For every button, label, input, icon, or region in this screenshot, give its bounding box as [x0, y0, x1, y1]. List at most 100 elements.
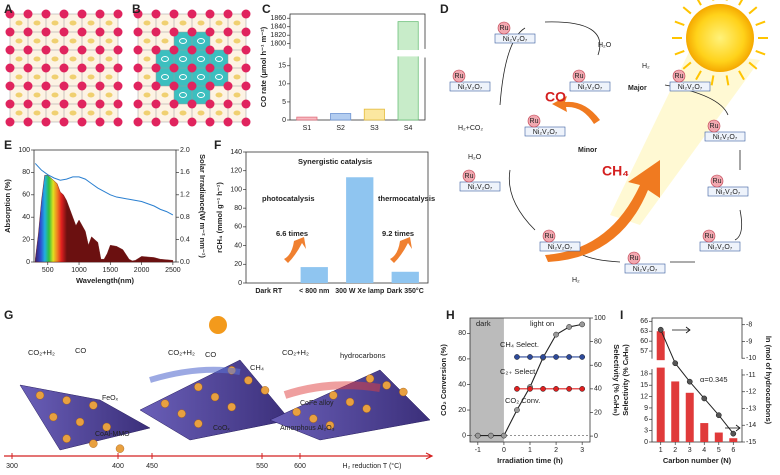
x-tick-label: 1 [659, 447, 663, 454]
interstitial-atom [215, 56, 223, 62]
interstitial-atom [215, 38, 223, 44]
point [657, 326, 664, 333]
interstitial-atom [179, 74, 187, 80]
sun-ray [674, 50, 685, 56]
y-tick-label: 80 [458, 330, 466, 337]
ru-site [707, 119, 721, 133]
nanoparticle [345, 397, 355, 407]
panel-label: I [620, 308, 623, 322]
y-tick-label: 60 [458, 356, 466, 363]
bar-break [397, 50, 420, 57]
y2-tick-label: -8 [746, 322, 752, 329]
interstitial-atom [105, 110, 113, 116]
nanoparticle [260, 386, 270, 395]
lattice-atom [169, 45, 179, 55]
y-tick-label: 57 [640, 348, 648, 355]
metal-label: Ru [530, 118, 539, 125]
sun-ray [696, 0, 702, 6]
bar [671, 381, 680, 442]
nanoparticle [362, 404, 371, 413]
annotation: α=0.345 [700, 375, 727, 384]
annotation: Synergistic catalysis [298, 157, 372, 166]
lattice-atom [59, 99, 69, 109]
interstitial-atom [33, 38, 41, 44]
x-tick-label: 3 [688, 447, 692, 454]
lattice-atom [133, 117, 143, 127]
interstitial-atom [143, 20, 151, 26]
interstitial-atom [179, 56, 187, 62]
lattice-atom [187, 9, 197, 19]
lattice-atom [23, 117, 33, 127]
feed-label: CO₂+H₂ [168, 348, 195, 357]
annotation: photocatalysis [262, 194, 315, 203]
x-tick-label: 500 [42, 267, 54, 274]
interstitial-atom [105, 38, 113, 44]
interstitial-atom [215, 20, 223, 26]
lattice-atom [113, 117, 123, 127]
support-slab [699, 241, 741, 252]
interstitial-atom [69, 110, 77, 116]
lattice-atom [95, 9, 105, 19]
interstitial-atom [69, 92, 77, 98]
lattice-atom [187, 27, 197, 37]
x-tick-label: 2 [673, 447, 677, 454]
support-label: Ni₂V₂O₇ [678, 84, 703, 91]
y-tick-label: 6 [644, 416, 648, 423]
species-label: Major [628, 85, 647, 92]
lattice-atom [23, 9, 33, 19]
nanoparticle [62, 396, 71, 405]
interstitial-atom [143, 92, 151, 98]
lattice-atom [113, 27, 123, 37]
panel-label: E [4, 138, 12, 152]
sun-ray [712, 0, 715, 1]
lattice-atom [151, 45, 161, 55]
irradiance-area [35, 175, 174, 263]
nanoparticle [309, 414, 318, 423]
nanoparticle [325, 421, 335, 430]
interstitial-atom [105, 56, 113, 62]
metal-label: Ru [710, 123, 719, 130]
ru-site [710, 174, 724, 188]
minor-arrow [552, 96, 600, 124]
support-slab [624, 263, 666, 274]
support-label: Ni₂V₂O₇ [458, 84, 483, 91]
nanoparticle [365, 374, 375, 383]
point [579, 354, 586, 360]
sun-ray [748, 6, 758, 15]
interstitial-atom [161, 92, 169, 98]
interstitial-atom [69, 74, 77, 80]
nanoparticle [244, 376, 253, 385]
interstitial-atom [179, 38, 187, 44]
metal-label: Ru [500, 25, 509, 32]
point [715, 412, 722, 419]
lattice-atom [133, 45, 143, 55]
x-axis-label: Irradiation time (h) [497, 456, 563, 465]
nanoparticle [194, 419, 203, 428]
temperature-tick-label: 600 [294, 463, 306, 470]
lattice-atom [95, 99, 105, 109]
bar [397, 21, 419, 121]
nanoparticle [329, 391, 338, 400]
sun-ray [725, 75, 730, 86]
interstitial-atom [197, 38, 205, 44]
metal-label: Ru [705, 233, 714, 240]
y-tick-label: 15 [278, 63, 286, 70]
lattice-atom [133, 9, 143, 19]
species-label: H₂ [572, 277, 580, 284]
lattice-atom [169, 81, 179, 91]
series-line [660, 329, 734, 434]
nanoparticle [35, 391, 45, 400]
species-label: CO [545, 89, 566, 105]
y2-tick-label: 0 [594, 433, 598, 440]
y-tick-label: 66 [640, 318, 648, 325]
lattice-atom [151, 9, 161, 19]
point [553, 331, 559, 338]
x-tick-label: S3 [370, 125, 379, 132]
support-slab [494, 33, 536, 44]
support-label: Ni₂V₂O₇ [468, 184, 493, 191]
lattice-atom [95, 81, 105, 91]
lattice-atom [187, 45, 197, 55]
interstitial-atom [197, 92, 205, 98]
interstitial-atom [143, 110, 151, 116]
interstitial-atom [161, 38, 169, 44]
